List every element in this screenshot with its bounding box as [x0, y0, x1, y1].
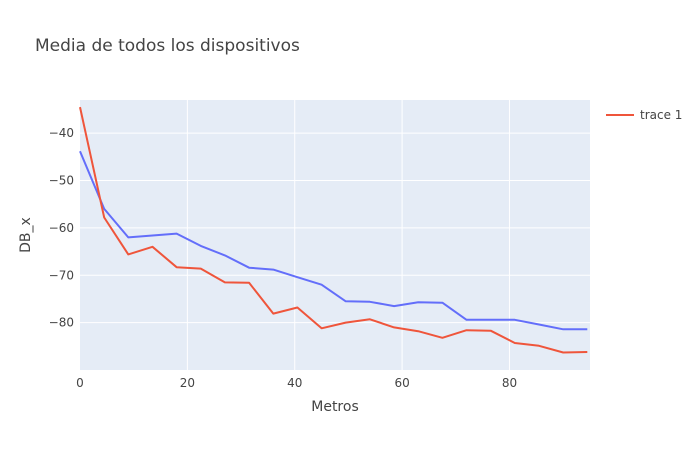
gridlines — [80, 100, 590, 370]
chart-title: Media de todos los dispositivos — [35, 36, 300, 56]
y-tick-label: −50 — [49, 174, 74, 188]
legend: trace 1 — [606, 108, 682, 122]
x-tick-label: 20 — [180, 376, 195, 390]
x-tick-label: 60 — [394, 376, 409, 390]
x-tick-label: 40 — [287, 376, 302, 390]
x-tick-label: 80 — [502, 376, 517, 390]
y-tick-label: −80 — [49, 316, 74, 330]
y-tick-label: −40 — [49, 126, 74, 140]
y-tick-labels: −40 −50 −60 −70 −80 — [49, 126, 74, 329]
x-tick-label: 0 — [76, 376, 84, 390]
series-line-2 — [79, 106, 588, 354]
y-tick-label: −70 — [49, 268, 74, 282]
legend-label: trace 1 — [640, 108, 682, 122]
x-tick-labels: 0 20 40 60 80 — [76, 376, 517, 390]
x-axis-title: Metros — [311, 399, 359, 415]
series-line-1 — [79, 150, 588, 331]
y-tick-label: −60 — [49, 221, 74, 235]
series-lines — [79, 106, 588, 354]
y-axis-title: DB_x — [18, 217, 34, 253]
